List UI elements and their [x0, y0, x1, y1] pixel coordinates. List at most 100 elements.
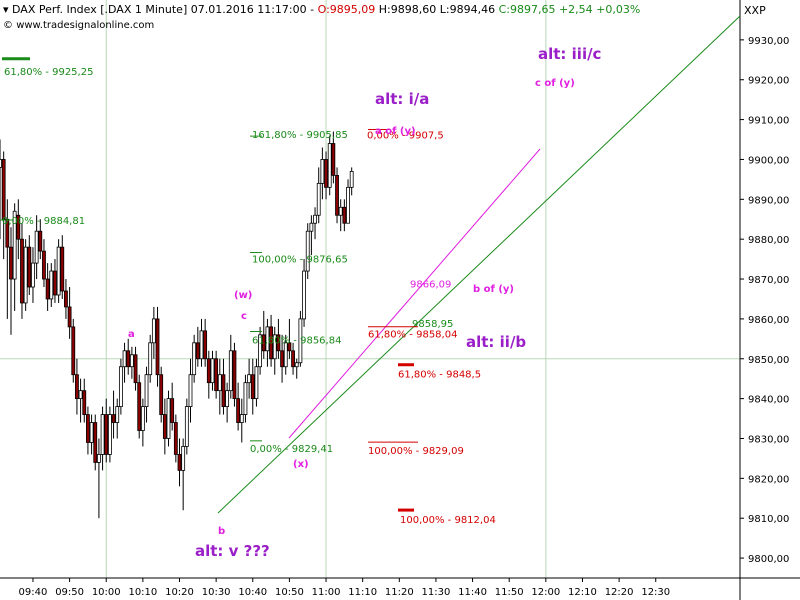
candle-body: [23, 246, 28, 304]
chart-header: ▾ DAX Perf. Index [.DAX 1 Minute] 07.01.…: [0, 0, 740, 34]
candle-body: [316, 182, 321, 216]
fib-level-label: 61,80% - 9848,5: [398, 370, 481, 381]
candle-body: [108, 414, 112, 455]
candle-body: [302, 270, 306, 320]
x-tick-label: 11:10: [348, 587, 377, 598]
fib-level-label: 0,00% - 9829,41: [250, 444, 333, 455]
candle-body: [16, 214, 21, 240]
y-tick-label: 9820,00: [748, 474, 789, 485]
candle-body: [5, 218, 10, 248]
y-tick-label: 9840,00: [748, 395, 789, 406]
candle-body: [247, 374, 252, 384]
fib-level-label: 0,00% - 9907,5: [367, 131, 444, 142]
candle-body: [214, 358, 219, 392]
x-tick-label: 09:50: [55, 587, 84, 598]
y-tick-label: 9830,00: [748, 434, 789, 445]
candle-body: [9, 246, 13, 280]
candle-body: [349, 171, 354, 188]
trend-line-green: [217, 15, 741, 514]
x-tick-label: 11:30: [422, 587, 451, 598]
x-tick-label: 11:40: [458, 587, 487, 598]
fib-level-label: 61,80% - 9856,84: [252, 335, 341, 346]
candle-body: [122, 350, 127, 368]
candle-body: [243, 382, 248, 415]
header-info-line: ▾ DAX Perf. Index [.DAX 1 Minute] 07.01.…: [3, 3, 641, 16]
candle-body: [42, 250, 46, 280]
low-value: L:9894,46: [439, 3, 496, 16]
website-text: www.tradesignalonline.com: [16, 20, 155, 31]
trend-line-magenta: [288, 148, 541, 439]
candle-body: [60, 246, 65, 292]
candle-body: [20, 238, 24, 304]
candle-body: [287, 342, 292, 352]
collapse-icon[interactable]: ▾: [3, 3, 9, 16]
fib-level-label: 161,80% - 9905,85: [252, 130, 348, 141]
x-tick-label: 09:40: [19, 587, 48, 598]
candle-body: [100, 414, 105, 455]
candle-body: [291, 350, 295, 368]
candle-body: [56, 246, 61, 296]
candle-body: [133, 354, 138, 384]
candle-body: [97, 454, 101, 463]
candle-body: [151, 318, 156, 344]
wave-label-minor: a: [128, 329, 135, 340]
x-tick-label: 11:20: [385, 587, 414, 598]
wave-label-minor: b: [218, 526, 225, 537]
candle-body: [82, 390, 87, 415]
y-tick-label: 9850,00: [748, 355, 789, 366]
candle-body: [206, 358, 211, 384]
candle-body: [236, 398, 241, 423]
candle-body: [64, 290, 68, 308]
change-value: +2,54 +0,03%: [558, 3, 641, 16]
y-tick-label: 9870,00: [748, 275, 789, 286]
candle-body: [217, 374, 222, 392]
website-line: © www.tradesignalonline.com: [3, 20, 154, 31]
candle-body: [250, 374, 255, 400]
x-tick-label: 10:30: [202, 587, 231, 598]
candle-body: [162, 414, 167, 439]
wave-label-minor: (w): [234, 290, 252, 301]
candle-body: [283, 342, 288, 368]
candle-body: [276, 334, 281, 352]
y-tick-label: 9900,00: [748, 155, 789, 166]
candle-body: [269, 326, 273, 360]
y-tick-label: 9810,00: [748, 514, 789, 525]
candle-body: [184, 406, 189, 447]
candle-body: [181, 446, 186, 471]
candle-body: [309, 222, 314, 232]
candle-body: [346, 186, 350, 224]
candle-body: [34, 230, 39, 264]
symbol-name: DAX Perf. Index [.DAX: [12, 3, 132, 16]
fib-level-label: 61,80% - 9858,04: [368, 330, 457, 341]
candle-body: [239, 414, 244, 423]
x-tick-label: 10:40: [238, 587, 267, 598]
candle-body: [265, 326, 270, 352]
candle-body: [298, 318, 303, 364]
candle-body: [155, 318, 160, 376]
candle-body: [280, 350, 284, 368]
x-tick-label: 12:20: [605, 587, 634, 598]
wave-label-major: alt: iii/c: [538, 45, 601, 63]
datetime: 07.01.2016 11:17:00: [190, 3, 307, 16]
candle-body: [313, 214, 317, 224]
wave-label-minor: c: [241, 311, 247, 322]
x-tick-label: 11:50: [495, 587, 524, 598]
candle-body: [261, 334, 266, 352]
axis-symbol-label: XXP: [744, 4, 766, 17]
copyright-icon: ©: [3, 20, 13, 31]
x-tick-label: 12:10: [568, 587, 597, 598]
candle-body: [75, 374, 79, 400]
candle-body: [327, 143, 332, 188]
fib-level-label: 100,00% - 9812,04: [400, 515, 496, 526]
wave-label-minor: b of (y): [473, 284, 514, 295]
open-value: O:9895,09: [317, 3, 376, 16]
high-value: H:9898,60: [378, 3, 437, 16]
x-tick-label: 12:00: [531, 587, 560, 598]
fib-level-label: 61,80% - 9925,25: [4, 67, 93, 78]
y-tick-label: 9890,00: [748, 195, 789, 206]
candle-body: [177, 454, 182, 471]
y-tick-label: 9920,00: [748, 76, 789, 87]
y-tick-label: 9860,00: [748, 315, 789, 326]
wave-label-major: alt: i/a: [375, 90, 429, 108]
